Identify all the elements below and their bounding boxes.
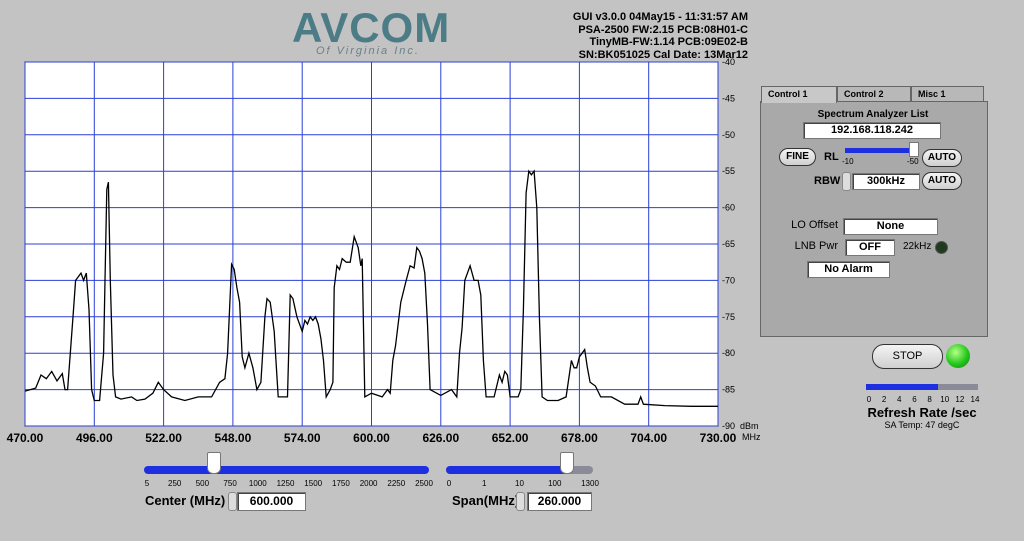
- y-tick-label: -65: [722, 239, 735, 249]
- info-block: GUI v3.0.0 04May15 - 11:31:57 AM PSA-250…: [573, 11, 748, 61]
- span-fill: [446, 466, 566, 474]
- slider-tick-label: 100: [548, 479, 562, 488]
- span-spinner[interactable]: [516, 492, 525, 511]
- x-tick-label: 678.00: [561, 431, 598, 445]
- y-tick-label: -60: [722, 203, 735, 213]
- slider-tick-label: 500: [195, 479, 210, 488]
- y-tick-label: -70: [722, 275, 735, 285]
- slider-tick-label: 2000: [359, 479, 378, 488]
- center-slider[interactable]: [144, 466, 429, 474]
- info-line: TinyMB-FW:1.14 PCB:09E02-B: [589, 36, 748, 48]
- refresh-fill: [866, 384, 938, 390]
- x-tick-label: 470.00: [7, 431, 44, 445]
- slider-tick-label: 14: [970, 395, 980, 404]
- slider-tick-label: 1300: [581, 479, 599, 488]
- slider-tick-label: 10: [515, 479, 524, 488]
- x-unit: MHz: [742, 432, 761, 442]
- rl-label: RL: [824, 151, 839, 163]
- slider-tick-label: 1750: [331, 479, 350, 488]
- rbw-field[interactable]: 300kHz: [852, 173, 920, 190]
- slider-tick-label: 12: [955, 395, 965, 404]
- slider-tick-label: 2500: [415, 479, 433, 488]
- y-tick-label: -45: [722, 93, 735, 103]
- logo: AVCOM: [292, 4, 451, 51]
- khz22-label: 22kHz: [903, 241, 932, 252]
- y-tick-label: -80: [722, 348, 735, 358]
- slider-tick-label: 10: [940, 395, 950, 404]
- slider-tick-label: 2: [881, 395, 887, 404]
- rl-min: -10: [842, 157, 854, 166]
- slider-tick-label: 1: [482, 479, 487, 488]
- rl-slider[interactable]: [845, 148, 915, 153]
- lo-field[interactable]: None: [843, 218, 938, 235]
- slider-tick-label: 2250: [387, 479, 406, 488]
- rl-max: -50: [907, 157, 919, 166]
- x-tick-label: 522.00: [145, 431, 182, 445]
- lo-label: LO Offset: [791, 219, 838, 231]
- info-line: SN:BK051025 Cal Date: 13Mar12: [578, 48, 748, 61]
- slider-tick-label: 4: [897, 395, 902, 404]
- x-tick-label: 704.00: [630, 431, 667, 445]
- info-line: PSA-2500 FW:2.15 PCB:08H01-C: [578, 23, 748, 36]
- rl-thumb[interactable]: [909, 142, 919, 157]
- y-tick-label: -40: [722, 57, 735, 67]
- lnb-field[interactable]: OFF: [845, 239, 895, 256]
- run-led: [946, 344, 970, 368]
- refresh-slider[interactable]: [866, 384, 978, 390]
- y-tick-label: -50: [722, 130, 735, 140]
- rbw-spinner[interactable]: [842, 172, 851, 191]
- x-tick-label: 730.00: [700, 431, 737, 445]
- slider-tick-label: 1250: [276, 479, 295, 488]
- slider-tick-label: 5: [144, 479, 150, 488]
- trace: [24, 169, 718, 407]
- x-tick-label: 600.00: [353, 431, 390, 445]
- auto-button[interactable]: AUTO: [922, 172, 962, 190]
- y-unit: dBm: [740, 421, 759, 431]
- slider-tick-label: 8: [927, 395, 932, 404]
- span-field[interactable]: 260.000: [527, 492, 592, 511]
- fine-button[interactable]: FINE: [779, 148, 816, 166]
- y-tick-label: -85: [722, 385, 735, 395]
- span-label: Span(MHz): [452, 493, 520, 508]
- x-tick-label: 548.00: [215, 431, 252, 445]
- slider-tick-label: 1000: [248, 479, 267, 488]
- x-tick-label: 496.00: [76, 431, 113, 445]
- y-tick-label: -90: [722, 421, 735, 431]
- span-slider[interactable]: [446, 466, 593, 474]
- slider-tick-label: 0: [446, 479, 452, 488]
- center-field[interactable]: 600.000: [237, 492, 306, 511]
- temp-label: SA Temp: 47 degC: [884, 420, 960, 430]
- x-tick-label: 652.00: [492, 431, 529, 445]
- slider-tick-label: 6: [912, 395, 917, 404]
- stop-button[interactable]: STOP: [872, 344, 943, 369]
- rbw-label: RBW: [814, 175, 841, 187]
- x-tick-label: 626.00: [422, 431, 459, 445]
- list-label: Spectrum Analyzer List: [817, 109, 929, 120]
- ip-field[interactable]: 192.168.118.242: [803, 122, 941, 139]
- y-tick-label: -55: [722, 166, 735, 176]
- auto-button[interactable]: AUTO: [922, 149, 962, 167]
- alarm-field: No Alarm: [807, 261, 890, 278]
- slider-tick-label: 250: [168, 479, 182, 488]
- spectrum-chart: -40 -45 -50 -55 -60 -65 -70 -75 -80 -85 -90 470.00 4…: [7, 57, 761, 445]
- center-label: Center (MHz): [145, 493, 226, 508]
- slider-tick-label: 0: [866, 395, 872, 404]
- khz22-led: [935, 241, 948, 254]
- logo-sub: Of Virginia Inc.: [316, 45, 420, 57]
- slider-tick-label: 1500: [304, 479, 323, 488]
- tab[interactable]: Control 1: [761, 86, 837, 103]
- slider-tick-label: 750: [223, 479, 237, 488]
- tab[interactable]: Control 2: [837, 86, 911, 101]
- tab[interactable]: Misc 1: [911, 86, 984, 101]
- center-thumb[interactable]: [207, 452, 221, 474]
- y-tick-label: -75: [722, 312, 735, 322]
- span-thumb[interactable]: [560, 452, 574, 474]
- refresh-label: Refresh Rate /sec: [867, 405, 977, 420]
- info-line: GUI v3.0.0 04May15 - 11:31:57 AM: [572, 11, 748, 23]
- lnb-label: LNB Pwr: [794, 240, 838, 252]
- x-tick-label: 574.00: [284, 431, 321, 445]
- center-spinner[interactable]: [228, 492, 237, 511]
